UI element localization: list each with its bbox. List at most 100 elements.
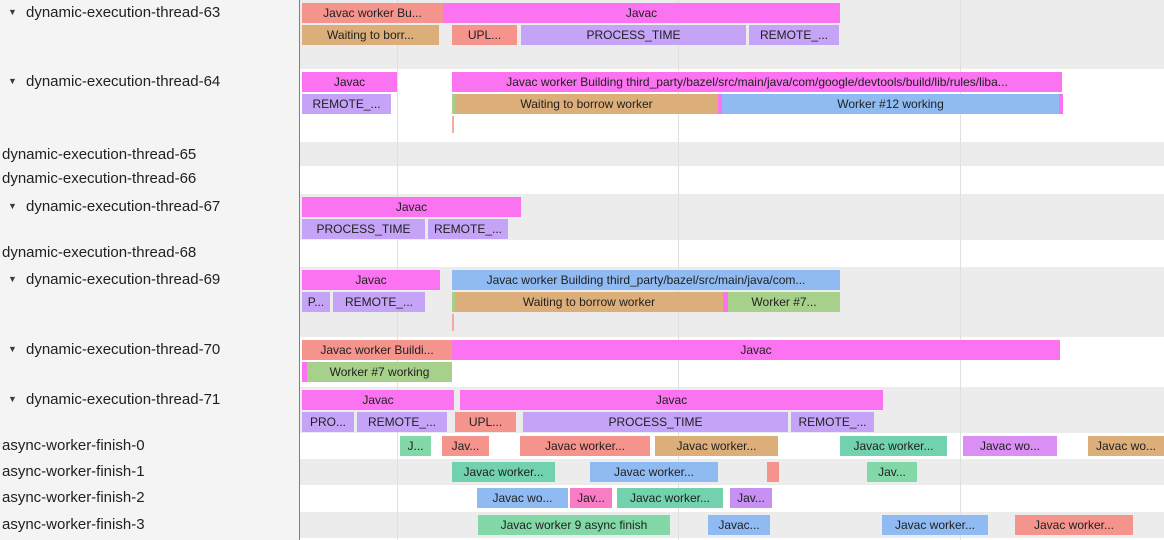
trace-event-label: PROCESS_TIME (586, 28, 681, 42)
trace-event-bar[interactable] (723, 292, 728, 312)
trace-event-bar[interactable]: Javac worker... (840, 436, 947, 456)
trace-event-bar[interactable]: Javac (302, 270, 440, 290)
trace-event-bar[interactable]: Javac (460, 390, 883, 410)
trace-event-bar[interactable]: Jav... (867, 462, 917, 482)
trace-event-label: Javac wo... (979, 439, 1041, 453)
trace-event-bar[interactable]: REMOTE_... (302, 94, 391, 114)
trace-event-bar[interactable] (718, 94, 722, 114)
instant-event-tick[interactable] (452, 116, 454, 133)
trace-event-bar[interactable]: Javac worker... (452, 462, 555, 482)
trace-event-bar[interactable]: Javac worker... (520, 436, 650, 456)
trace-event-bar[interactable] (767, 462, 779, 482)
trace-event-bar[interactable] (452, 292, 455, 312)
track-name: async-worker-finish-0 (2, 436, 145, 454)
trace-event-bar[interactable]: REMOTE_... (333, 292, 425, 312)
trace-event-bar[interactable]: Waiting to borrow worker (455, 94, 718, 114)
trace-event-bar[interactable]: Javac (302, 72, 397, 92)
track-label-row: dynamic-execution-thread-65 (0, 144, 298, 164)
trace-event-label: Javac (655, 393, 688, 407)
trace-event-bar[interactable]: Javac worker... (617, 488, 723, 508)
trace-event-bar[interactable]: Worker #7 working (307, 362, 452, 382)
trace-event-bar[interactable]: REMOTE_... (749, 25, 839, 45)
trace-event-bar[interactable]: Jav... (570, 488, 612, 508)
track-band (300, 459, 1164, 485)
trace-event-label: Waiting to borr... (327, 28, 414, 42)
trace-event-label: PROCESS_TIME (316, 222, 411, 236)
trace-event-bar[interactable]: PROCESS_TIME (523, 412, 788, 432)
track-name: async-worker-finish-3 (2, 515, 145, 533)
collapse-triangle-icon[interactable]: ▼ (8, 274, 17, 284)
trace-event-label: Javac (333, 75, 366, 89)
trace-event-bar[interactable]: Javac worker Building third_party/bazel/… (452, 270, 840, 290)
instant-event-tick[interactable] (452, 314, 454, 331)
trace-event-bar[interactable]: UPL... (452, 25, 517, 45)
trace-event-bar[interactable]: REMOTE_... (791, 412, 874, 432)
collapse-triangle-icon[interactable]: ▼ (8, 201, 17, 211)
trace-event-bar[interactable]: UPL... (455, 412, 516, 432)
trace-event-label: Javac wo... (1095, 439, 1157, 453)
collapse-triangle-icon[interactable]: ▼ (8, 7, 17, 17)
trace-event-bar[interactable]: Jav... (730, 488, 772, 508)
trace-event-bar[interactable]: Javac worker Building third_party/bazel/… (452, 72, 1062, 92)
track-label-panel: ▼ dynamic-execution-thread-63 ▼ dynamic-exe… (0, 0, 300, 540)
trace-event-bar[interactable]: Javac... (708, 515, 770, 535)
trace-event-bar[interactable]: REMOTE_... (357, 412, 447, 432)
trace-event-bar[interactable]: Javac (302, 390, 454, 410)
trace-event-bar[interactable] (302, 362, 307, 382)
trace-event-bar[interactable]: Waiting to borr... (302, 25, 439, 45)
trace-event-label: UPL... (467, 28, 502, 42)
trace-event-label: Waiting to borrow worker (522, 295, 656, 309)
trace-event-bar[interactable]: Waiting to borrow worker (455, 292, 723, 312)
track-label-row: dynamic-execution-thread-68 (0, 242, 298, 262)
trace-event-bar[interactable] (452, 94, 455, 114)
trace-event-label: Javac worker... (463, 465, 544, 479)
trace-event-bar[interactable]: PRO... (302, 412, 354, 432)
trace-event-bar[interactable]: Javac worker... (655, 436, 778, 456)
trace-event-bar[interactable]: Javac worker 9 async finish (478, 515, 670, 535)
track-label-row: ▼ dynamic-execution-thread-71 (0, 389, 298, 409)
collapse-triangle-icon[interactable]: ▼ (8, 76, 17, 86)
trace-event-bar[interactable]: PROCESS_TIME (521, 25, 746, 45)
track-name: dynamic-execution-thread-70 (26, 340, 221, 358)
trace-event-bar[interactable]: Javac (443, 3, 840, 23)
trace-event-bar[interactable]: Javac (452, 340, 1060, 360)
trace-event-bar[interactable]: Worker #7... (728, 292, 840, 312)
track-name: async-worker-finish-2 (2, 488, 145, 506)
trace-event-bar[interactable]: Javac wo... (1088, 436, 1164, 456)
trace-event-bar[interactable]: Jav... (442, 436, 489, 456)
track-label-row: async-worker-finish-0 (0, 435, 298, 455)
trace-event-bar[interactable]: Javac worker Bu... (302, 3, 443, 23)
trace-event-label: Javac worker 9 async finish (500, 518, 648, 532)
trace-event-label: Jav... (737, 491, 765, 505)
trace-event-bar[interactable]: Javac worker Buildi... (302, 340, 452, 360)
trace-event-label: Javac worker... (676, 439, 757, 453)
track-name: dynamic-execution-thread-65 (2, 145, 197, 163)
trace-event-label: REMOTE_... (367, 415, 436, 429)
track-name: dynamic-execution-thread-66 (2, 169, 197, 187)
trace-event-bar[interactable]: Javac wo... (963, 436, 1057, 456)
trace-event-label: Javac worker... (894, 518, 976, 532)
trace-event-bar[interactable]: Worker #12 working (722, 94, 1059, 114)
trace-event-bar[interactable]: Javac worker... (882, 515, 988, 535)
trace-event-bar[interactable] (1059, 94, 1063, 114)
trace-event-label: Javac worker... (853, 439, 934, 453)
collapse-triangle-icon[interactable]: ▼ (8, 394, 17, 404)
track-name: dynamic-execution-thread-63 (26, 3, 221, 21)
trace-event-bar[interactable]: J... (400, 436, 431, 456)
trace-event-bar[interactable]: Javac worker... (590, 462, 718, 482)
track-name: dynamic-execution-thread-64 (26, 72, 221, 90)
trace-event-label: Javac wo... (492, 491, 553, 505)
track-label-row: async-worker-finish-1 (0, 461, 298, 481)
trace-event-bar[interactable]: Javac (302, 197, 521, 217)
trace-event-label: Javac... (718, 518, 760, 532)
trace-event-bar[interactable]: P... (302, 292, 330, 312)
trace-event-bar[interactable]: PROCESS_TIME (302, 219, 425, 239)
trace-event-bar[interactable]: Javac wo... (477, 488, 568, 508)
track-name: async-worker-finish-1 (2, 462, 145, 480)
trace-event-bar[interactable]: Javac worker... (1015, 515, 1133, 535)
trace-event-label: PRO... (309, 415, 346, 429)
time-gridline (960, 0, 961, 540)
trace-event-bar[interactable]: REMOTE_... (428, 219, 508, 239)
collapse-triangle-icon[interactable]: ▼ (8, 344, 17, 354)
